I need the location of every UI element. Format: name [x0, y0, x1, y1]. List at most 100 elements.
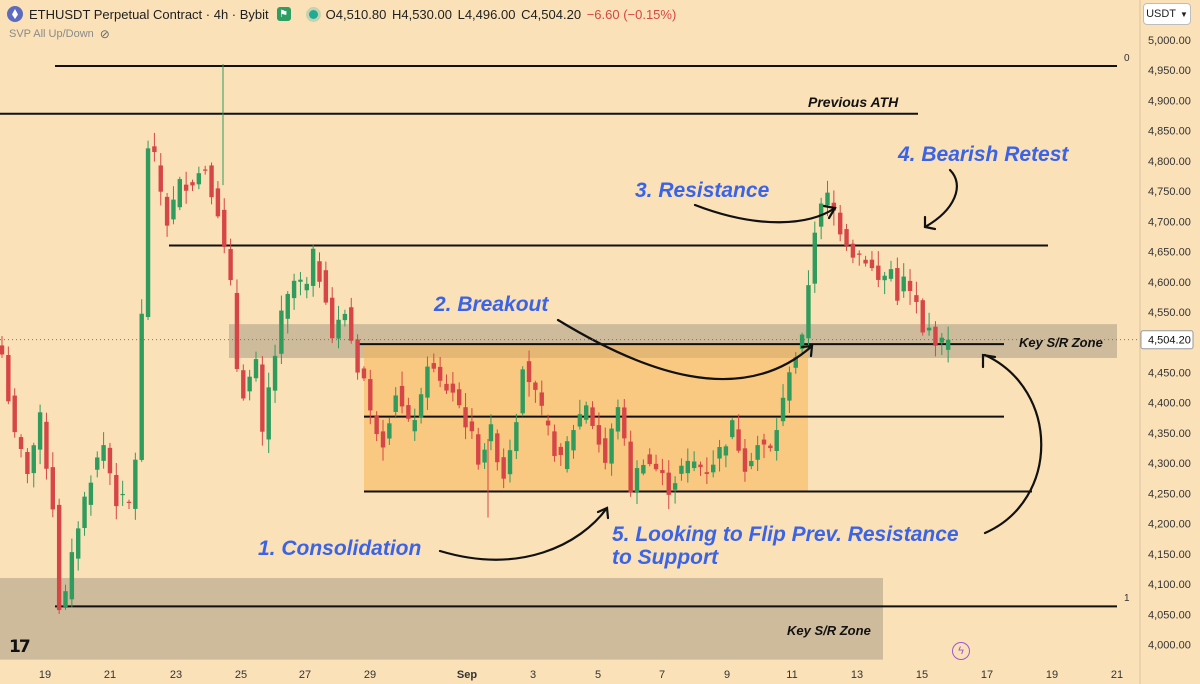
candle-body [895, 268, 900, 301]
candle-body [514, 422, 519, 452]
price-tick-label: 4,150.00 [1148, 549, 1191, 561]
candle-body [126, 501, 132, 503]
candle-body [545, 420, 551, 426]
candle-body [6, 355, 11, 402]
levels-layer [0, 64, 1117, 608]
tradingview-logo[interactable]: 17 [9, 637, 31, 657]
candle-body [406, 405, 411, 419]
candle-body [349, 307, 354, 341]
candle-body [869, 259, 875, 269]
candle-body [158, 165, 163, 192]
candle-body [933, 326, 938, 346]
time-tick-label: 11 [786, 669, 797, 681]
arrowhead [923, 215, 937, 231]
last-price-label: 4,504.20 [1148, 335, 1191, 347]
fib-label: 1 [1124, 593, 1130, 604]
annotation-label: to Support [612, 546, 719, 569]
candle-body [755, 445, 760, 460]
lightning-icon[interactable]: ϟ [952, 642, 970, 660]
candle-body [590, 407, 595, 426]
candle-body [533, 382, 538, 390]
candle-body [787, 372, 792, 401]
candle-body [749, 460, 754, 467]
candle-body [507, 450, 513, 475]
candle-body [857, 253, 862, 255]
price-tick-label: 4,800.00 [1148, 156, 1191, 168]
candle-body [31, 445, 36, 474]
candle-body [495, 433, 500, 463]
price-tick-label: 5,000.00 [1148, 35, 1191, 47]
flag-icon[interactable]: ⚑ [276, 7, 291, 21]
chart-header: ETHUSDT Perpetual Contract · 4h · Bybit … [0, 0, 1140, 28]
arrowhead [800, 344, 814, 358]
price-tick-label: 4,650.00 [1148, 247, 1191, 259]
price-tick-label: 4,000.00 [1148, 640, 1191, 652]
candle-body [603, 438, 608, 463]
candle-body [793, 357, 798, 368]
candle-body [241, 370, 246, 399]
time-tick-label: 29 [364, 669, 376, 681]
price-tick-label: 4,350.00 [1148, 428, 1191, 440]
candle-body [482, 449, 487, 463]
candle-body [63, 591, 68, 608]
candle-body [18, 437, 24, 449]
candle-body [761, 439, 767, 445]
change-value: −6.60 (−0.15%) [586, 6, 677, 22]
candle-body [37, 412, 43, 450]
candle-body [260, 364, 265, 432]
candle-body [882, 275, 887, 281]
candle-body [279, 310, 284, 354]
candle-body [520, 369, 525, 414]
time-tick-label: Sep [457, 669, 477, 681]
candle-body [272, 355, 278, 391]
candle-body [888, 269, 894, 279]
candle-body [812, 232, 817, 284]
candle-body [285, 293, 290, 319]
candle-body [488, 424, 494, 442]
symbol-title[interactable]: ETHUSDT Perpetual Contract · 4h · Bybit [29, 6, 269, 22]
candle-body [596, 425, 602, 445]
indicator-label: SVP All Up/Down [9, 28, 94, 40]
previous-ath-label: Previous ATH [808, 94, 899, 110]
currency-select[interactable]: USDT ▼ [1143, 3, 1191, 25]
candle-body [768, 445, 773, 449]
candle-body [222, 209, 227, 247]
candle-body [698, 464, 703, 468]
labels-layer: 1. Consolidation 2. Breakout 3. Resistance… [258, 53, 1130, 638]
candle-body [183, 184, 189, 191]
candle-body [609, 428, 614, 464]
annotation-label: 5. Looking to Flip Prev. Resistance [612, 523, 959, 546]
candle-body [253, 359, 259, 379]
candle-body [691, 461, 697, 469]
candle-body [926, 327, 932, 331]
candle-body [291, 280, 297, 299]
price-tick-label: 4,100.00 [1148, 579, 1191, 591]
open-value: O4,510.80 [325, 6, 387, 22]
candle-body [463, 407, 468, 428]
candle-body [44, 421, 49, 469]
candle-body [317, 261, 322, 282]
low-value: L4,496.00 [457, 6, 516, 22]
candle-body [418, 394, 424, 418]
candle-body [431, 363, 436, 369]
indicator-row[interactable]: SVP All Up/Down ⊘ [9, 27, 110, 41]
candle-body [209, 165, 214, 198]
candle-body [361, 368, 367, 379]
key-sr-zone-label: Key S/R Zone [1019, 335, 1103, 350]
resistance-arrow [693, 203, 837, 224]
ethereum-icon [7, 6, 23, 22]
candle-body [876, 265, 881, 280]
candle-body [558, 446, 563, 456]
time-tick-label: 23 [170, 669, 182, 681]
candle-body [831, 202, 837, 211]
candle-body [736, 429, 741, 451]
candle-body [723, 446, 729, 456]
candle-body [564, 441, 570, 470]
candle-body [450, 383, 456, 393]
candle-body [101, 445, 106, 461]
eye-hidden-icon[interactable]: ⊘ [99, 27, 110, 41]
candle-body [133, 459, 138, 509]
market-status-icon [308, 9, 318, 19]
